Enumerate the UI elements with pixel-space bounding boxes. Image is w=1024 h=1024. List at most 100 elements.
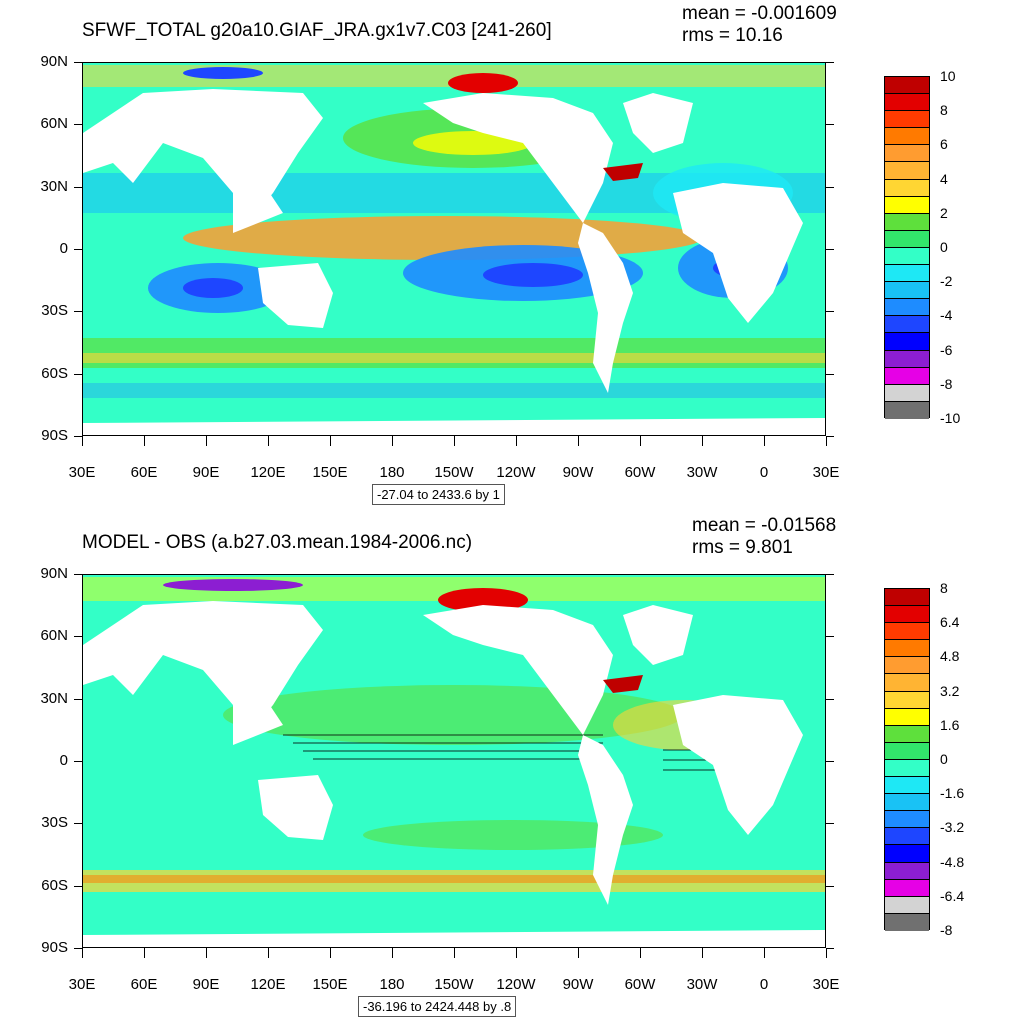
axis-tick	[826, 124, 834, 126]
axis-tick	[640, 948, 641, 958]
longitude-label: 30E	[812, 976, 840, 993]
longitude-label: 30W	[686, 464, 718, 481]
colorbar-label: 4.8	[940, 648, 960, 665]
colorbar-cell	[885, 879, 929, 897]
axis-tick	[268, 948, 269, 958]
longitude-label: 0	[759, 464, 769, 481]
colorbar-label: 6	[940, 136, 948, 153]
panel-title: SFWF_TOTAL g20a10.GIAF_JRA.gx1v7.C03 [24…	[82, 20, 552, 41]
axis-tick	[702, 948, 703, 958]
axis-tick	[826, 436, 827, 446]
colorbar-cell	[885, 913, 929, 931]
longitude-label: 120E	[250, 976, 286, 993]
axis-tick	[74, 62, 82, 63]
longitude-label: 150W	[434, 976, 474, 993]
map-plot	[82, 574, 826, 948]
colorbar-cell	[885, 828, 929, 846]
axis-tick	[144, 948, 145, 958]
rms-value: rms = 9.801	[692, 537, 793, 558]
colorbar-label: -6.4	[940, 887, 965, 904]
longitude-label: 60E	[130, 464, 158, 481]
colorbar-cell	[885, 384, 929, 402]
colorbar-cell	[885, 674, 929, 692]
axis-tick	[826, 249, 834, 250]
longitude-label: 150E	[312, 464, 348, 481]
colorbar-label: -8	[940, 375, 953, 392]
colorbar-label: 4	[940, 170, 948, 187]
latitude-label: 60N	[40, 115, 68, 133]
panel-title: MODEL - OBS (a.b27.03.mean.1984-2006.nc)	[82, 532, 473, 553]
axis-tick	[74, 373, 82, 375]
longitude-label: 60E	[130, 976, 158, 993]
axis-tick	[826, 761, 834, 762]
axis-tick	[330, 436, 331, 446]
axis-tick	[74, 948, 82, 949]
latitude-label: 0	[59, 752, 68, 769]
longitude-label: 60W	[624, 464, 656, 481]
axis-tick	[82, 436, 83, 446]
colorbar-cell	[885, 862, 929, 880]
axis-tick	[516, 436, 517, 446]
colorbar-cell	[885, 111, 929, 129]
longitude-label: 30W	[686, 976, 718, 993]
colorbar-cell	[885, 230, 929, 248]
longitude-label: 150E	[312, 976, 348, 993]
latitude-label: 90S	[41, 939, 68, 956]
latitude-label: 30N	[40, 177, 68, 195]
axis-tick	[74, 186, 82, 188]
colorbar-label: 2	[940, 204, 948, 221]
latitude-label: 60S	[41, 364, 68, 382]
colorbar	[884, 588, 930, 931]
colorbar-label: -4	[940, 307, 953, 324]
colorbar-cell	[885, 179, 929, 197]
colorbar-cell	[885, 811, 929, 829]
longitude-label: 90W	[562, 464, 594, 481]
axis-tick	[392, 948, 393, 958]
colorbar-cell	[885, 896, 929, 914]
latitude-label: 90S	[41, 427, 68, 444]
latitude-label: 90N	[40, 53, 68, 70]
colorbar-cell	[885, 657, 929, 675]
colorbar-cell	[885, 742, 929, 760]
longitude-label: 120W	[496, 976, 536, 993]
axis-tick	[826, 698, 834, 700]
axis-tick	[74, 574, 82, 575]
colorbar-cell	[885, 162, 929, 180]
colorbar-label: -1.6	[940, 785, 965, 802]
axis-tick	[74, 698, 82, 700]
colorbar-cell	[885, 350, 929, 368]
colorbar-cell	[885, 77, 929, 95]
mean-value: mean = -0.001609	[682, 3, 837, 24]
axis-tick	[702, 436, 703, 446]
axis-tick	[144, 436, 145, 446]
colorbar-cell	[885, 794, 929, 812]
colorbar-cell	[885, 196, 929, 214]
colorbar-cell	[885, 623, 929, 641]
axis-tick	[74, 249, 82, 250]
colorbar-label: -3.2	[940, 819, 965, 836]
axis-tick	[454, 436, 455, 446]
axis-tick	[578, 948, 579, 958]
longitude-label: 150W	[434, 464, 474, 481]
colorbar-label: -8	[940, 922, 953, 938]
colorbar-cell	[885, 401, 929, 419]
axis-tick	[392, 436, 393, 446]
longitude-label: 120E	[250, 464, 286, 481]
axis-tick	[764, 948, 765, 958]
colorbar-cell	[885, 725, 929, 743]
map-canvas	[83, 63, 825, 435]
colorbar-cell	[885, 845, 929, 863]
latitude-label: 0	[59, 240, 68, 257]
colorbar-label: 0	[940, 751, 948, 767]
longitude-label: 180	[379, 464, 405, 481]
colorbar-cell	[885, 94, 929, 112]
colorbar-label: -2	[940, 273, 953, 290]
axis-tick	[330, 948, 331, 958]
colorbar-cell	[885, 128, 929, 146]
latitude-label: 30N	[40, 689, 68, 707]
latitude-label: 30S	[41, 814, 68, 832]
latitude-label: 60N	[40, 627, 68, 645]
colorbar-label: 3.2	[940, 682, 960, 699]
axis-tick	[454, 948, 455, 958]
colorbar-cell	[885, 265, 929, 283]
